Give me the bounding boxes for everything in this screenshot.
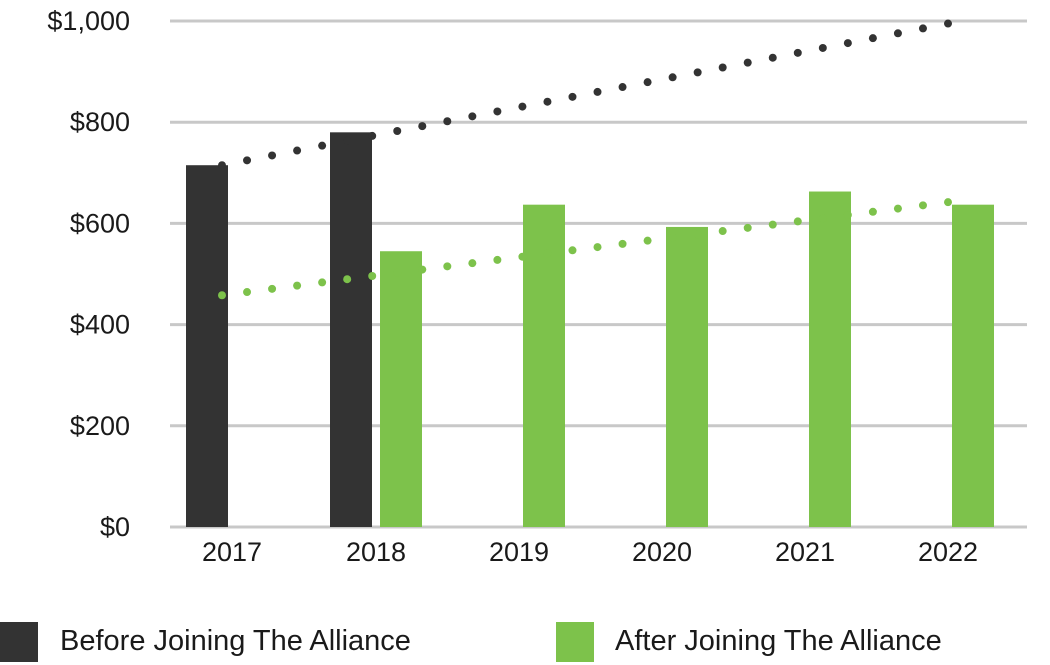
trendline-dot (393, 268, 402, 277)
trendline-dot (918, 24, 927, 33)
trendline-dot (944, 19, 952, 28)
trendline-dot (343, 275, 352, 284)
bar-after-2022 (952, 204, 994, 528)
trendline-dot (318, 141, 327, 150)
y-tick-label: $0 (100, 512, 130, 542)
y-tick-label: $800 (70, 107, 130, 137)
trendline-dot (518, 102, 527, 111)
trendline-dot (693, 68, 702, 77)
trendline-dot (618, 83, 627, 92)
trendline-dot (493, 255, 502, 264)
x-tick-label-2018: 2018 (346, 537, 406, 567)
trendline-dot (218, 291, 226, 300)
x-tick-label-2020: 2020 (632, 537, 692, 567)
bars (186, 132, 994, 528)
trendline-dot (368, 131, 377, 140)
trendline-dot (944, 198, 952, 207)
trendline-after (218, 198, 952, 300)
trendline-dot (493, 107, 502, 116)
trendline-dot (343, 136, 352, 145)
trendline-dot (843, 210, 852, 219)
trendline-dot (368, 271, 377, 280)
trendline-dot (893, 29, 902, 38)
trendline-dot (868, 34, 877, 43)
x-tick-label-2019: 2019 (489, 537, 549, 567)
trendline-dot (543, 97, 552, 106)
y-axis-tick-labels: $0 $200 $400 $600 $800 $1,000 (47, 6, 130, 542)
trendline-dot (768, 53, 777, 62)
trendline-dot (793, 217, 802, 226)
trendline-dot (643, 236, 652, 245)
trendline-dot (468, 259, 477, 268)
y-tick-label: $600 (70, 208, 130, 238)
trendline-dot (568, 92, 577, 101)
trendline-dot (668, 73, 677, 82)
trendline-dot (818, 214, 827, 223)
trendline-dot (868, 207, 877, 216)
trendline-dot (743, 58, 752, 67)
trendline-dot (318, 278, 327, 287)
trendline-dot (293, 146, 302, 155)
legend-swatch-after (556, 622, 594, 662)
trendline-dot (518, 252, 527, 261)
trendline-dot (593, 87, 602, 96)
trendline-dot (618, 239, 627, 248)
trendline-dot (918, 201, 927, 210)
bar-after-2018 (380, 251, 422, 528)
bar-after-2021 (809, 191, 851, 527)
bar-before-2018 (330, 132, 372, 527)
trendline-dot (468, 112, 477, 121)
trendline-dot (243, 156, 252, 165)
trendline-dot (393, 127, 402, 136)
trendline-dot (693, 230, 702, 239)
trendline-before (218, 19, 952, 170)
x-tick-label-2017: 2017 (202, 537, 262, 567)
legend-label-after: After Joining The Alliance (615, 625, 942, 657)
x-tick-label-2021: 2021 (775, 537, 835, 567)
trendline-dot (668, 233, 677, 242)
trendline-dot (543, 249, 552, 258)
trendline-dot (593, 243, 602, 252)
trendline-dot (268, 284, 277, 293)
trendline-dot (243, 288, 252, 297)
trendline-dot (418, 265, 427, 274)
trendline-dot (568, 246, 577, 255)
trendline-dot (218, 161, 226, 170)
x-tick-label-2022: 2022 (918, 537, 978, 567)
trendline-dot (443, 262, 452, 271)
bar-after-2019 (523, 204, 565, 528)
bar-before-2017 (186, 165, 228, 527)
trendline-dot (768, 220, 777, 229)
bar-after-2020 (666, 226, 708, 527)
legend-swatch-before (0, 622, 38, 662)
trendline-dot (843, 39, 852, 48)
x-axis-tick-labels: 2017 2018 2019 2020 2021 2022 (202, 537, 978, 567)
trendline-dot (893, 204, 902, 213)
gridlines (170, 19, 1027, 529)
trendline-dot (418, 122, 427, 131)
trendline-dot (268, 151, 277, 160)
y-tick-label: $400 (70, 310, 130, 340)
legend: Before Joining The Alliance After Joinin… (0, 622, 942, 662)
trendline-dot (793, 48, 802, 57)
trendline-dot (718, 227, 727, 236)
trendline-dot (718, 63, 727, 72)
trendlines (218, 19, 952, 300)
legend-label-before: Before Joining The Alliance (60, 625, 411, 657)
trendline-dot (443, 117, 452, 126)
trendline-dot (293, 281, 302, 290)
y-tick-label: $1,000 (47, 6, 130, 36)
trendline-dot (818, 43, 827, 52)
y-tick-label: $200 (70, 411, 130, 441)
trendline-dot (643, 78, 652, 87)
trendline-dot (743, 223, 752, 232)
